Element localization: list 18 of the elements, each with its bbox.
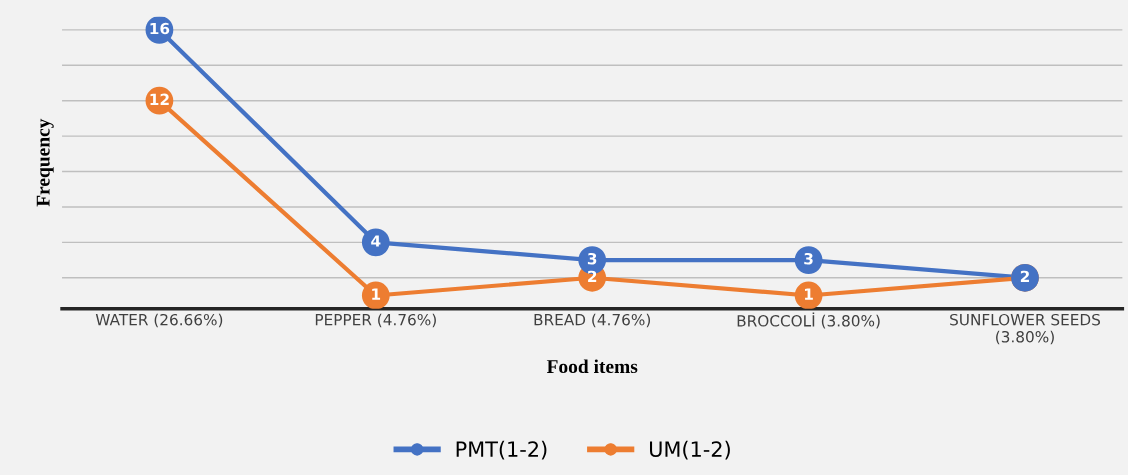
x-tick-label: PEPPER (4.76%) bbox=[315, 313, 436, 328]
x-tick-label: WATER (26.66%) bbox=[95, 313, 223, 328]
x-tick-label: BREAD (4.76%) bbox=[534, 313, 651, 328]
data-label: 12 bbox=[150, 93, 169, 105]
x-axis-title: Food items bbox=[546, 359, 638, 374]
data-label: 2 bbox=[1020, 270, 1029, 282]
legend-label: PMT(1-2) bbox=[456, 440, 547, 460]
data-label: 4 bbox=[371, 235, 381, 247]
data-label: 1 bbox=[372, 288, 381, 300]
data-label: 1 bbox=[805, 288, 813, 300]
data-label: 16 bbox=[150, 22, 170, 35]
data-label: 2 bbox=[588, 270, 597, 282]
x-tick-label: SUNFLOWER SEEDS (3.80%) bbox=[950, 313, 1101, 345]
data-label: 3 bbox=[587, 252, 597, 265]
legend-label: UM(1-2) bbox=[650, 440, 730, 460]
x-tick-label: BROCCOLİ (3.80%) bbox=[737, 312, 880, 329]
data-label: 3 bbox=[804, 252, 813, 265]
y-axis-title: Frequency bbox=[36, 118, 54, 207]
